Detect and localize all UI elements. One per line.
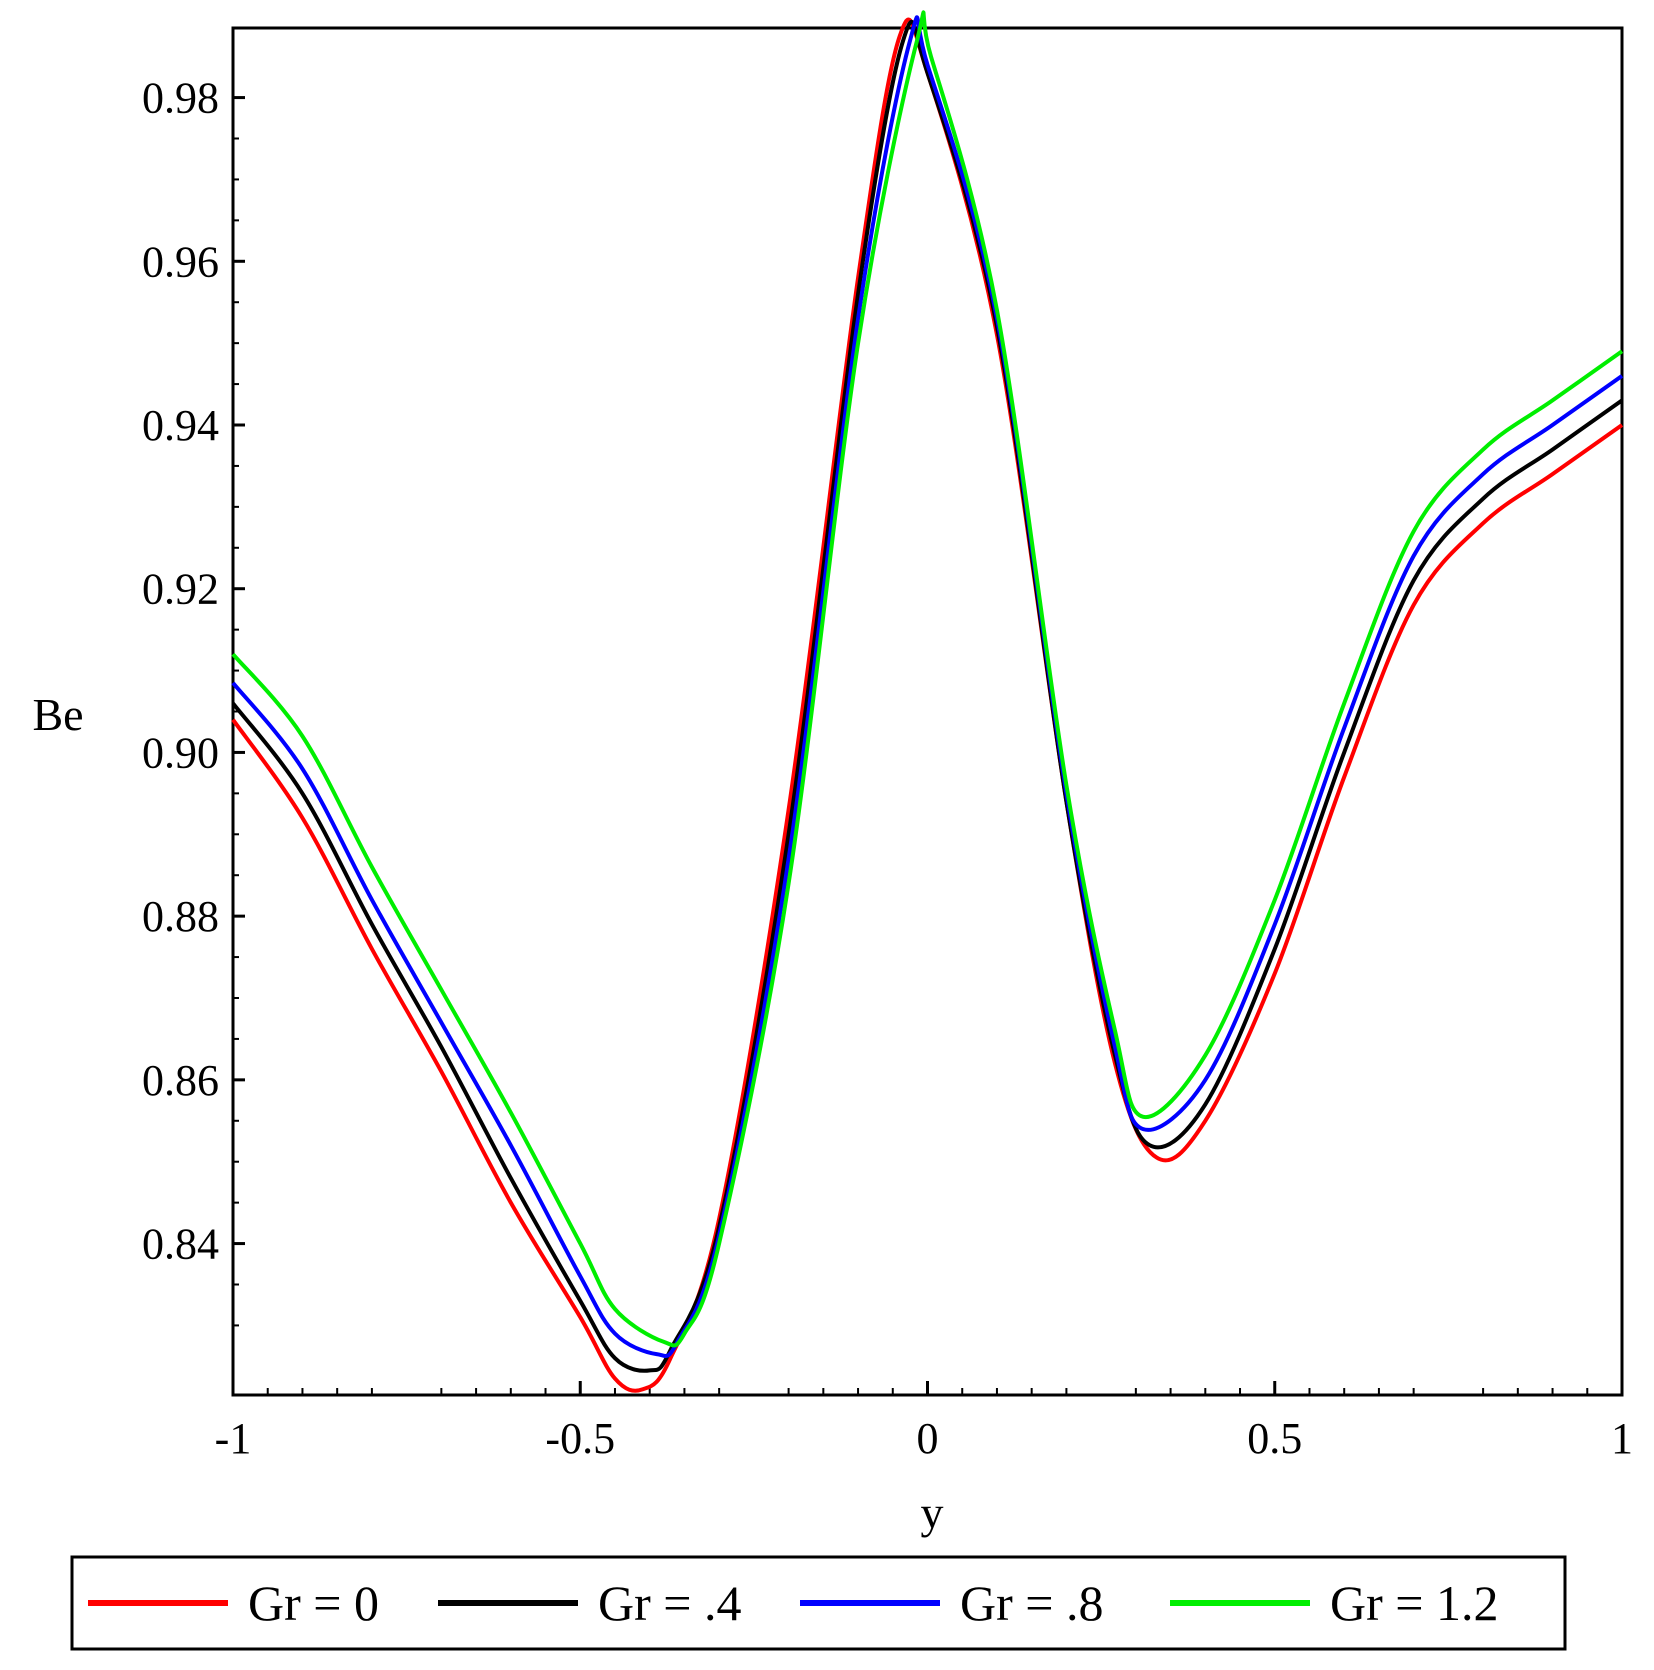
x-axis: -1 -0.5 0 0.5 1 — [215, 1381, 1633, 1463]
series-line-0 — [231, 17, 1624, 1393]
y-tick-label: 0.88 — [142, 892, 219, 941]
legend-items: Gr = 0 Gr = .4 Gr = .8 Gr = 1.2 — [88, 1575, 1498, 1631]
y-tick-label: 0.96 — [142, 237, 219, 286]
x-tick-label: 0 — [917, 1414, 939, 1463]
y-tick-label: 0.94 — [142, 401, 219, 450]
series-line-3 — [231, 10, 1624, 1348]
plot-frame — [231, 26, 1624, 1397]
legend-label: Gr = .4 — [598, 1575, 741, 1631]
legend-label: Gr = 0 — [248, 1575, 379, 1631]
legend-label: Gr = 1.2 — [1330, 1575, 1498, 1631]
x-axis-title: y — [921, 1487, 944, 1538]
x-tick-label: 0.5 — [1247, 1414, 1302, 1463]
x-tick-label: -1 — [215, 1414, 252, 1463]
y-tick-label: 0.90 — [142, 728, 219, 777]
series-layer — [231, 10, 1624, 1393]
y-axis-title: Be — [32, 689, 83, 740]
legend-label: Gr = .8 — [960, 1575, 1103, 1631]
x-tick-label: 1 — [1611, 1414, 1633, 1463]
y-tick-label: 0.84 — [142, 1220, 219, 1269]
y-tick-label: 0.98 — [142, 74, 219, 123]
series-line-1 — [231, 19, 1624, 1373]
y-axis: 0.84 0.86 0.88 0.90 0.92 0.94 0.96 0.98 — [142, 74, 245, 1327]
y-tick-label: 0.92 — [142, 565, 219, 614]
series-line-2 — [231, 15, 1624, 1358]
x-tick-label: -0.5 — [545, 1414, 615, 1463]
legend: Gr = 0 Gr = .4 Gr = .8 Gr = 1.2 — [70, 1555, 1567, 1651]
y-tick-label: 0.86 — [142, 1056, 219, 1105]
